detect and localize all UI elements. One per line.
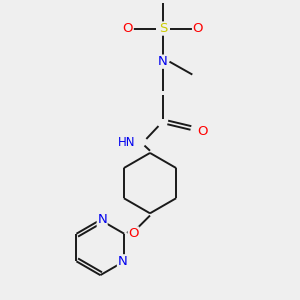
Text: O: O	[193, 22, 203, 35]
Text: O: O	[128, 227, 139, 240]
Text: N: N	[118, 255, 127, 268]
Text: N: N	[97, 213, 107, 226]
Text: O: O	[197, 125, 208, 138]
Text: S: S	[159, 22, 167, 35]
Text: O: O	[123, 22, 133, 35]
Text: N: N	[158, 55, 168, 68]
Text: HN: HN	[118, 136, 135, 149]
